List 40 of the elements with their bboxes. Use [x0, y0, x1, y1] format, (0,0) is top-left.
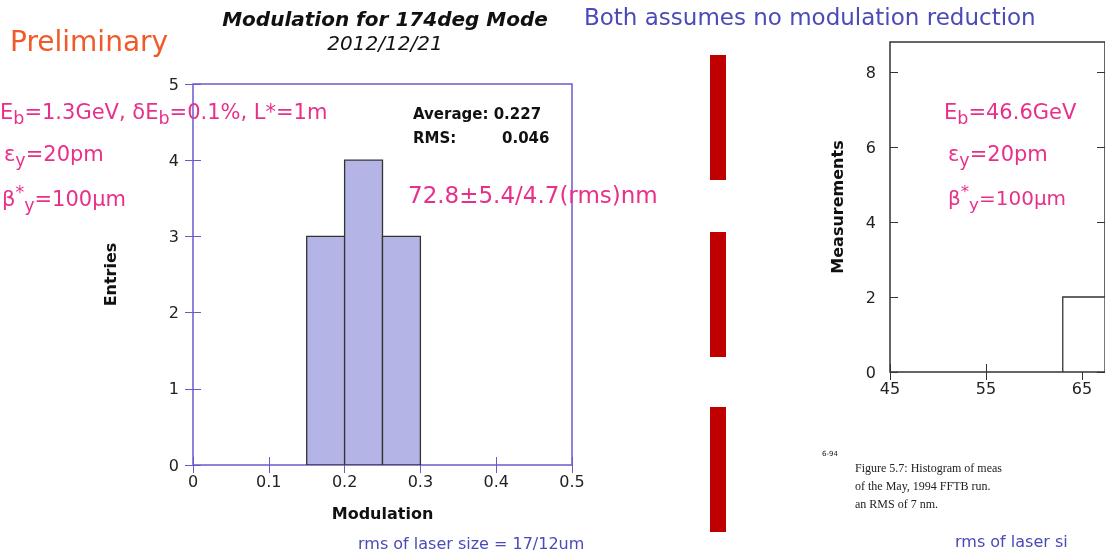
y-tick-label: 4	[865, 212, 876, 232]
text: Preliminary	[10, 25, 169, 59]
x-tick-label: 55	[975, 378, 997, 398]
y-axis-title: Measurements	[827, 140, 847, 274]
y-tick-label: 3	[168, 226, 179, 246]
text: rms of laser si	[955, 532, 1068, 552]
text: of the May, 1994 FFTB run.	[855, 479, 991, 494]
x-tick-label: 65	[1071, 378, 1093, 398]
caption: Figure 5.7: Histogram of meas	[855, 461, 1002, 476]
text: rms of laser size = 17/12um	[358, 534, 585, 554]
x-tick-label: 45	[879, 378, 901, 398]
x-tick-label: 0.4	[483, 471, 509, 491]
annotation: β$^{*}$$_{y}$=100μm	[948, 182, 1067, 214]
x-tick-label: 0.5	[559, 471, 585, 491]
y-tick-label: 2	[168, 303, 179, 323]
y-tick-label: 4	[168, 150, 179, 170]
annotation: Average: 0.227	[413, 105, 542, 124]
y-tick-label: 0	[865, 362, 876, 382]
annotation: 0.046	[502, 129, 550, 148]
text: Both assumes no modulation reduction	[584, 4, 1036, 31]
text: β$^{*}$$_{y}$=100μm	[2, 182, 127, 216]
y-tick-label: 5	[168, 74, 179, 94]
x-tick-label: 0.1	[256, 471, 282, 491]
annotation: E$_{b}$=46.6GeV	[944, 100, 1077, 129]
chart-title: Modulation for 174deg Mode	[222, 7, 548, 31]
annotation: ε$_{y}$=20pm	[948, 142, 1048, 171]
y-tick-label: 8	[865, 62, 876, 82]
text: ε$_{y}$=20pm	[4, 142, 104, 171]
x-tick-label: 0.3	[407, 471, 434, 491]
text: an RMS of 7 nm.	[855, 497, 939, 512]
y-tick-label: 6	[865, 137, 876, 157]
x-tick-label: 0.2	[331, 471, 358, 491]
annotation: RMS:	[413, 129, 457, 148]
y-tick-label: 1	[168, 379, 179, 399]
chart-subtitle: 2012/12/21	[327, 31, 443, 55]
y-tick-label: 2	[865, 287, 876, 307]
y-axis-title: Entries	[100, 242, 120, 307]
x-tick-label: 0	[187, 471, 199, 491]
x-axis-title: Modulation	[331, 503, 434, 523]
y-tick-label: 0	[168, 455, 179, 475]
